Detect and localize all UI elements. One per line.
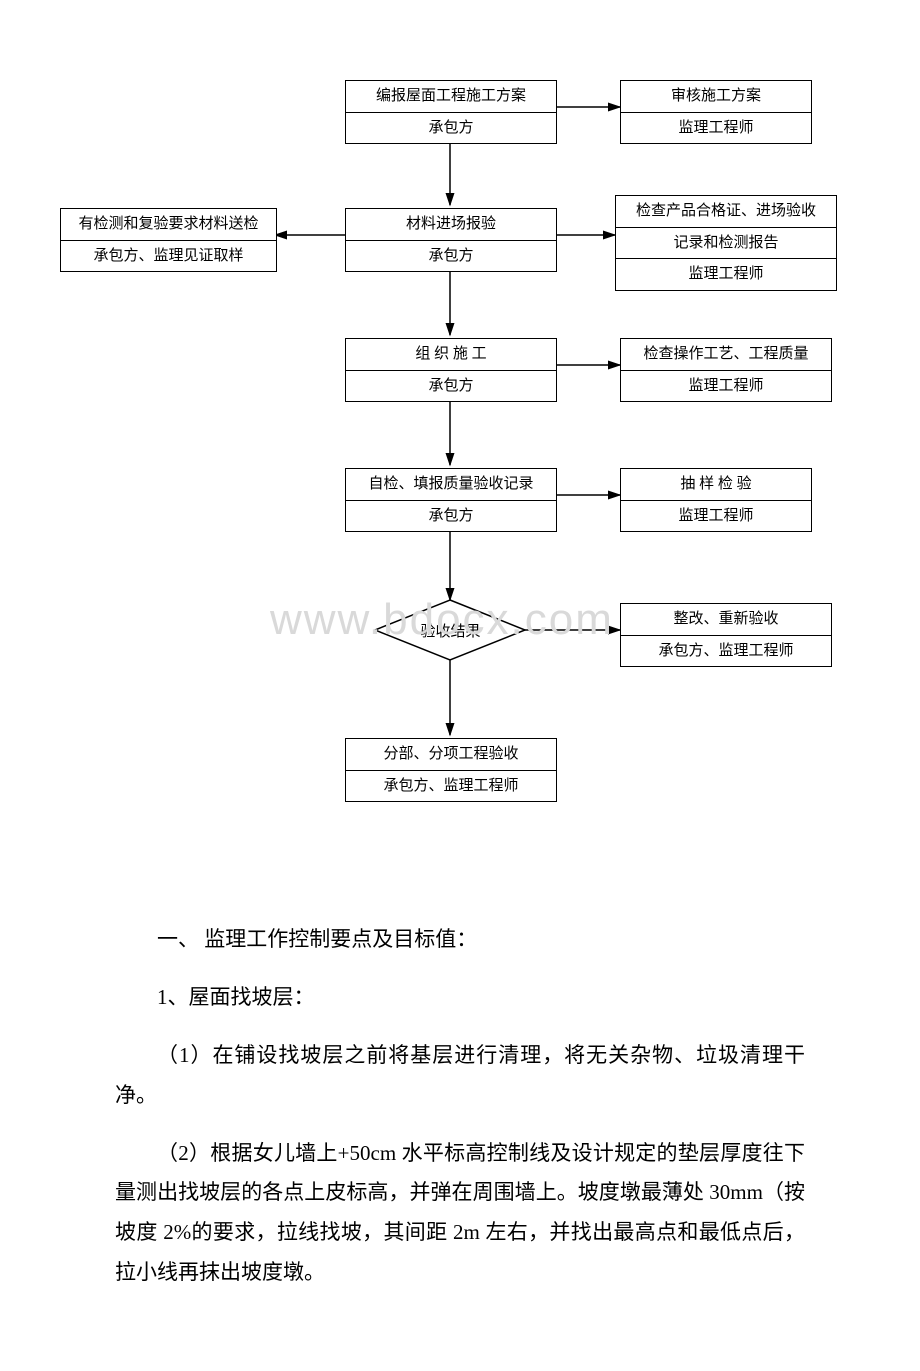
node-construct: 组 织 施 工 承包方	[345, 338, 557, 402]
node-material-in-title: 材料进场报验	[346, 209, 556, 241]
node-self-check-title: 自检、填报质量验收记录	[346, 469, 556, 501]
node-check-cert-l1: 检查产品合格证、进场验收	[616, 196, 836, 228]
node-plan: 编报屋面工程施工方案 承包方	[345, 80, 557, 144]
node-accept: 分部、分项工程验收 承包方、监理工程师	[345, 738, 557, 802]
heading-1: 一、 监理工作控制要点及目标值：	[115, 920, 805, 960]
node-check-cert-l2: 记录和检测报告	[616, 228, 836, 260]
node-sample-check: 抽 样 检 验 监理工程师	[620, 468, 812, 532]
node-review-plan-title: 审核施工方案	[621, 81, 811, 113]
node-material-test-title: 有检测和复验要求材料送检	[61, 209, 276, 241]
node-construct-owner: 承包方	[346, 371, 556, 402]
node-accept-title: 分部、分项工程验收	[346, 739, 556, 771]
node-material-test: 有检测和复验要求材料送检 承包方、监理见证取样	[60, 208, 277, 272]
node-accept-owner: 承包方、监理工程师	[346, 771, 556, 802]
node-check-quality-owner: 监理工程师	[621, 371, 831, 402]
heading-2: 1、屋面找坡层：	[115, 978, 805, 1018]
node-plan-owner: 承包方	[346, 113, 556, 144]
node-check-cert: 检查产品合格证、进场验收 记录和检测报告 监理工程师	[615, 195, 837, 291]
node-check-cert-owner: 监理工程师	[616, 259, 836, 290]
node-material-in: 材料进场报验 承包方	[345, 208, 557, 272]
node-self-check: 自检、填报质量验收记录 承包方	[345, 468, 557, 532]
node-review-plan-owner: 监理工程师	[621, 113, 811, 144]
node-plan-title: 编报屋面工程施工方案	[346, 81, 556, 113]
node-material-in-owner: 承包方	[346, 241, 556, 272]
node-self-check-owner: 承包方	[346, 501, 556, 532]
node-check-quality-title: 检查操作工艺、工程质量	[621, 339, 831, 371]
node-check-quality: 检查操作工艺、工程质量 监理工程师	[620, 338, 832, 402]
node-rectify-title: 整改、重新验收	[621, 604, 831, 636]
node-review-plan: 审核施工方案 监理工程师	[620, 80, 812, 144]
node-sample-check-title: 抽 样 检 验	[621, 469, 811, 501]
paragraph-2: （2）根据女儿墙上+50cm 水平标高控制线及设计规定的垫层厚度往下量测出找坡层…	[115, 1134, 805, 1294]
node-sample-check-owner: 监理工程师	[621, 501, 811, 532]
decision-label: 验收结果	[418, 620, 483, 641]
flowchart: 编报屋面工程施工方案 承包方 审核施工方案 监理工程师 有检测和复验要求材料送检…	[0, 0, 920, 900]
body-text: 一、 监理工作控制要点及目标值： 1、屋面找坡层： （1）在铺设找坡层之前将基层…	[0, 900, 920, 1371]
node-construct-title: 组 织 施 工	[346, 339, 556, 371]
node-rectify: 整改、重新验收 承包方、监理工程师	[620, 603, 832, 667]
node-material-test-owner: 承包方、监理见证取样	[61, 241, 276, 272]
node-rectify-owner: 承包方、监理工程师	[621, 636, 831, 667]
paragraph-1: （1）在铺设找坡层之前将基层进行清理，将无关杂物、垃圾清理干净。	[115, 1036, 805, 1116]
